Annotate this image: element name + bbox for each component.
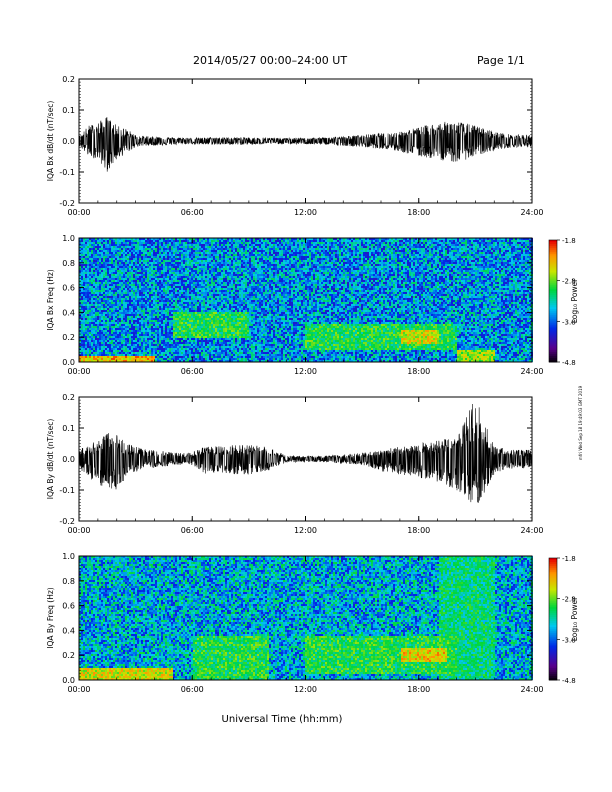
x-tick-label: 00:00: [67, 367, 90, 376]
y-tick-label: -0.1: [59, 486, 75, 495]
page-indicator: Page 1/1: [477, 54, 525, 67]
x-tick-label: 24:00: [520, 208, 543, 217]
y-tick-label: 0.1: [62, 424, 75, 433]
y-axis-label: IQA Bx dB/dt (nT/sec): [46, 101, 55, 182]
colorbar-tick-label: -3.8: [562, 636, 576, 644]
colorbar-label: Log₁₀ Power: [570, 596, 579, 641]
x-tick-label: 24:00: [520, 526, 543, 535]
waveform-line: [79, 117, 532, 172]
x-tick-label: 06:00: [181, 685, 204, 694]
y-tick-label: 0.0: [62, 358, 75, 367]
x-tick-label: 06:00: [181, 526, 204, 535]
spectrogram-panel: -1.8 -2.8 -3.8 -4.8 Log₁₀ Power 00:00 06:00 12:…: [46, 552, 579, 694]
y-tick-label: 0.0: [62, 676, 75, 685]
y-tick-label: 0.8: [62, 577, 75, 586]
colorbar-tick-label: -4.8: [562, 677, 576, 685]
x-tick-label: 12:00: [294, 526, 317, 535]
colorbar-tick-label: -1.8: [562, 555, 576, 563]
y-tick-label: 0.2: [62, 393, 75, 402]
colorbar: -1.8 -2.8 -3.8 -4.8 Log₁₀ Power: [548, 237, 579, 367]
waveform-panel: 00:00 06:00 12:00 18:00 24:00 -0.2 -0.1 0.0 0.1 0…: [46, 393, 544, 535]
y-tick-label: 0.2: [62, 333, 75, 342]
x-tick-label: 00:00: [67, 685, 90, 694]
x-tick-label: 00:00: [67, 526, 90, 535]
x-tick-label: 18:00: [407, 685, 430, 694]
x-tick-label: 12:00: [294, 367, 317, 376]
y-tick-label: 0.4: [62, 626, 75, 635]
colorbar-tick-label: -2.8: [562, 596, 576, 604]
colorbar-tick-label: -2.8: [562, 278, 576, 286]
x-tick-label: 00:00: [67, 208, 90, 217]
y-axis-label: IQA By dB/dt (nT/sec): [46, 419, 55, 500]
y-tick-label: 1.0: [62, 234, 75, 243]
y-tick-label: 0.0: [62, 137, 75, 146]
y-tick-label: 0.8: [62, 259, 75, 268]
colorbar-tick-label: -4.8: [562, 359, 576, 367]
x-tick-label: 06:00: [181, 367, 204, 376]
x-tick-label: 24:00: [520, 367, 543, 376]
plot-title: 2014/05/27 00:00–24:00 UT: [193, 54, 347, 67]
x-tick-label: 18:00: [407, 526, 430, 535]
y-tick-label: -0.2: [59, 517, 75, 526]
spectrogram-panel: -1.8 -2.8 -3.8 -4.8 Log₁₀ Power 00:00 06:00 12:…: [46, 234, 579, 376]
x-tick-label: 18:00: [407, 208, 430, 217]
y-tick-label: 0.1: [62, 106, 75, 115]
y-tick-label: 0.0: [62, 455, 75, 464]
x-tick-label: 06:00: [181, 208, 204, 217]
y-tick-label: 0.6: [62, 602, 75, 611]
y-tick-label: -0.2: [59, 199, 75, 208]
heatmap-cells: [79, 556, 533, 680]
x-axis-label: Universal Time (hh:mm): [222, 714, 343, 725]
y-tick-label: 0.6: [62, 284, 75, 293]
colorbar: -1.8 -2.8 -3.8 -4.8 Log₁₀ Power: [548, 555, 579, 685]
y-axis-label: IQA Bx Freq (Hz): [46, 269, 55, 331]
x-tick-label: 18:00: [407, 367, 430, 376]
colorbar-tick-label: -3.8: [562, 318, 576, 326]
y-tick-label: 1.0: [62, 552, 75, 561]
x-tick-label: 12:00: [294, 685, 317, 694]
colorbar-label: Log₁₀ Power: [570, 278, 579, 323]
waveform-panel: 00:00 06:00 12:00 18:00 24:00 -0.2 -0.1 0.0 0.1 0…: [46, 75, 544, 217]
heatmap-cells: [79, 238, 533, 362]
y-axis-label: IQA By Freq (Hz): [46, 587, 55, 649]
y-tick-label: -0.1: [59, 168, 75, 177]
y-tick-label: 0.2: [62, 651, 75, 660]
y-tick-label: 0.4: [62, 308, 75, 317]
waveform-line: [79, 404, 532, 503]
x-tick-label: 12:00: [294, 208, 317, 217]
colorbar-tick-label: -1.8: [562, 237, 576, 245]
y-tick-label: 0.2: [62, 75, 75, 84]
x-tick-label: 24:00: [520, 685, 543, 694]
